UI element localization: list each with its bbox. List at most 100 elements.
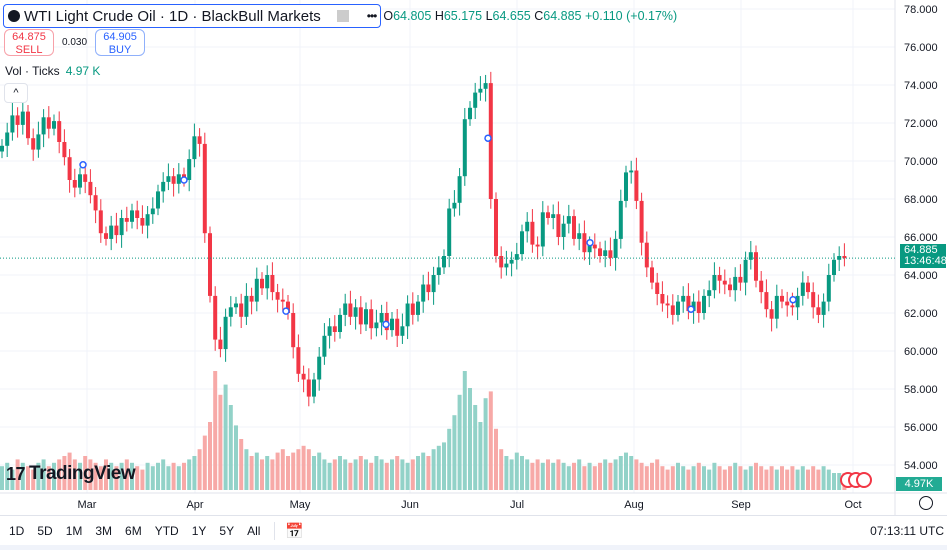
volume-bar bbox=[52, 462, 56, 490]
candle-body bbox=[400, 326, 405, 336]
volume-bar bbox=[114, 466, 119, 490]
volume-bar bbox=[249, 456, 254, 490]
range-1y[interactable]: 1Y bbox=[191, 524, 207, 538]
spread: 0.030 bbox=[62, 37, 88, 48]
range-all[interactable]: All bbox=[247, 524, 261, 538]
volume-bar bbox=[551, 462, 556, 490]
volume-bar bbox=[36, 462, 41, 490]
buy-button[interactable]: 64.905 BUY bbox=[95, 29, 146, 56]
y-tick-label: 58.000 bbox=[904, 384, 938, 396]
candle-body bbox=[639, 200, 644, 243]
range-6m[interactable]: 6M bbox=[125, 524, 142, 538]
volume-bar bbox=[317, 452, 322, 490]
footer-strip bbox=[0, 545, 947, 550]
candle-body bbox=[296, 347, 301, 374]
candle-body bbox=[228, 307, 233, 317]
candle-body bbox=[239, 303, 244, 317]
candle-body bbox=[743, 259, 748, 283]
volume-bar bbox=[270, 459, 275, 490]
range-1m[interactable]: 1M bbox=[65, 524, 83, 538]
volume-bar bbox=[93, 462, 98, 490]
volume-bar bbox=[478, 422, 483, 490]
volume-bar bbox=[665, 469, 670, 490]
tradingview-logo[interactable]: 17 TradingView bbox=[6, 463, 136, 485]
candle-body bbox=[135, 210, 140, 218]
candle-body bbox=[842, 256, 847, 259]
range-3m[interactable]: 3M bbox=[95, 524, 113, 538]
clock[interactable]: 07:13:11 UTC bbox=[870, 524, 944, 538]
candle-body bbox=[670, 305, 675, 315]
open-label: O bbox=[383, 9, 394, 23]
candle-body bbox=[46, 117, 51, 129]
y-tick-label: 64.000 bbox=[904, 270, 938, 282]
candle-body bbox=[551, 214, 556, 218]
candle-body bbox=[681, 295, 686, 302]
volume-bar bbox=[358, 456, 363, 490]
volume-bar bbox=[119, 462, 124, 490]
candle-body bbox=[67, 157, 72, 180]
candle-body bbox=[806, 282, 810, 293]
candle-body bbox=[728, 284, 732, 291]
candle-body bbox=[603, 250, 608, 256]
candle-body bbox=[634, 170, 639, 201]
candle-body bbox=[260, 278, 264, 289]
volume-bar bbox=[832, 473, 836, 490]
candle-body bbox=[57, 121, 62, 142]
range-ytd[interactable]: YTD bbox=[154, 524, 179, 538]
volume-bar bbox=[566, 466, 571, 490]
candle-body bbox=[790, 305, 795, 308]
candle-body bbox=[618, 200, 623, 239]
x-tick-label: Apr bbox=[186, 499, 203, 511]
volume-bar bbox=[384, 462, 389, 490]
candle-body bbox=[286, 301, 290, 313]
volume-bar bbox=[208, 422, 212, 490]
candle-body bbox=[244, 295, 249, 317]
collapse-legend-button[interactable]: ^ bbox=[4, 83, 28, 103]
range-5y[interactable]: 5Y bbox=[219, 524, 235, 538]
volume-bar bbox=[592, 466, 597, 490]
settings-icon[interactable] bbox=[919, 496, 933, 510]
y-tick-label: 56.000 bbox=[904, 422, 938, 434]
volume-bar bbox=[774, 469, 779, 490]
volume-legend-label: Vol · Ticks bbox=[5, 64, 60, 78]
flag-icon[interactable] bbox=[336, 10, 349, 22]
volume-bar bbox=[613, 459, 618, 490]
symbol-title-box[interactable]: WTI Light Crude Oil · 1D · BlackBull Mar… bbox=[3, 4, 382, 28]
candle-body bbox=[447, 208, 452, 256]
volume-bar bbox=[223, 384, 228, 490]
volume-bar bbox=[150, 466, 155, 490]
range-5d[interactable]: 5D bbox=[37, 524, 53, 538]
event-marker-icon bbox=[484, 134, 492, 142]
volume-bar bbox=[514, 452, 519, 490]
candle-body bbox=[416, 301, 420, 315]
candle-body bbox=[722, 280, 727, 285]
volume-bar bbox=[670, 466, 675, 490]
candle-body bbox=[130, 210, 134, 222]
x-tick-label: May bbox=[290, 499, 311, 511]
last-price-tag: 64.885 13:46:48 bbox=[900, 244, 947, 268]
range-1d[interactable]: 1D bbox=[9, 524, 25, 538]
candle-body bbox=[176, 174, 181, 184]
candle-body bbox=[234, 303, 238, 308]
ohlc-values: O64.805 H65.175 L64.655 C64.885 +0.110 (… bbox=[383, 9, 677, 23]
volume-bar bbox=[421, 452, 426, 490]
volume-bar bbox=[540, 462, 545, 490]
x-tick-label: Jul bbox=[510, 499, 524, 511]
volume-bar bbox=[410, 459, 415, 490]
candle-body bbox=[312, 379, 316, 397]
sell-button[interactable]: 64.875 SELL bbox=[4, 29, 54, 56]
go-to-date-icon[interactable]: 📅 bbox=[285, 523, 305, 540]
candle-body bbox=[676, 301, 680, 315]
volume-bar bbox=[582, 466, 587, 490]
candle-body bbox=[306, 379, 311, 397]
y-tick-label: 54.000 bbox=[904, 460, 938, 472]
candle-body bbox=[780, 295, 784, 302]
more-icon[interactable]: ••• bbox=[366, 9, 378, 23]
symbol-legend: WTI Light Crude Oil · 1D · BlackBull Mar… bbox=[3, 4, 677, 28]
volume-bar bbox=[312, 456, 316, 490]
candle-body bbox=[800, 282, 805, 296]
candle-body bbox=[577, 233, 582, 239]
volume-bar bbox=[790, 466, 795, 490]
volume-bar bbox=[806, 469, 810, 490]
price-chart[interactable]: 78.000 76.000 74.000 72.000 70.000 68.000 66.0… bbox=[0, 0, 947, 515]
